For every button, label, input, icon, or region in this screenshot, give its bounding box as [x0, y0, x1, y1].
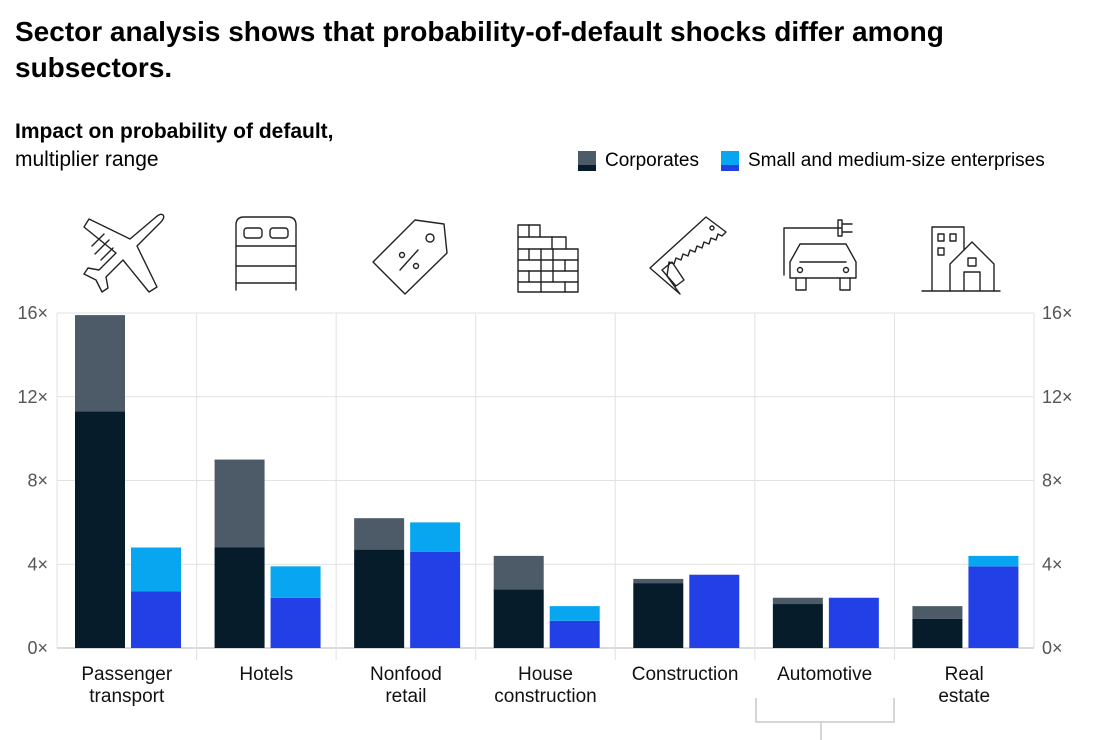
chart-subtitle-unit: multiplier range — [15, 148, 159, 171]
y-tick-label-right: 16× — [1042, 303, 1073, 323]
saw-icon — [649, 216, 727, 295]
legend-label-sme: Small and medium-size enterprises — [748, 150, 1045, 171]
x-category-label: Nonfood retail — [370, 664, 442, 707]
bar-sme-real-estate-range — [968, 555, 1019, 567]
y-tick-label-right: 0× — [1042, 638, 1063, 658]
bars — [75, 315, 1019, 648]
y-tick-label-right: 12× — [1042, 387, 1073, 407]
bar-sme-hotels-low — [270, 597, 321, 648]
y-tick-label-left: 16× — [17, 303, 48, 323]
y-tick-label-left: 0× — [27, 638, 48, 658]
legend-item-sme: Small and medium-size enterprises — [721, 150, 1045, 172]
y-axis-left: 0× 4× 8× 12× 16× — [17, 303, 48, 658]
bar-corporates-nonfood-retail-range — [354, 518, 405, 550]
bar-sme-passenger-transport-low — [131, 591, 181, 648]
bar-corporates-passenger-transport-range — [75, 315, 125, 412]
bar-sme-nonfood-retail-low — [410, 551, 461, 648]
y-tick-label-left: 4× — [27, 554, 48, 574]
bar-corporates-nonfood-retail-low — [354, 549, 405, 648]
x-category-label: Construction — [632, 664, 739, 685]
bar-sme-nonfood-retail-range — [410, 522, 461, 552]
bar-corporates-hotels-low — [214, 547, 265, 648]
bar-sme-automotive-low — [828, 597, 879, 648]
automotive-bracket — [755, 698, 895, 740]
bar-sme-passenger-transport-range — [131, 547, 181, 592]
bed-icon — [235, 216, 297, 291]
y-tick-label-right: 8× — [1042, 471, 1063, 491]
bar-sme-real-estate-low — [968, 566, 1019, 648]
y-axis-right: 0× 4× 8× 12× 16× — [1042, 303, 1073, 658]
x-category-label: Real estate — [938, 664, 990, 707]
legend-label-corporates: Corporates — [605, 150, 699, 171]
bar-sme-hotels-range — [270, 566, 321, 598]
brick-wall-icon — [517, 224, 579, 293]
chart-title: Sector analysis shows that probability-o… — [15, 16, 944, 83]
bar-corporates-house-construction-low — [493, 589, 544, 648]
bar-corporates-hotels-range — [214, 459, 265, 548]
bar-corporates-automotive-low — [772, 604, 823, 648]
bar-sme-house-construction-low — [549, 620, 600, 648]
legend-swatch-corporates — [578, 151, 596, 171]
y-tick-label-left: 8× — [27, 471, 48, 491]
gridlines — [56, 312, 1035, 660]
y-tick-label-right: 4× — [1042, 554, 1063, 574]
y-tick-label-left: 12× — [17, 387, 48, 407]
sector-icons — [83, 213, 1001, 295]
electric-car-icon — [783, 219, 857, 291]
bar-corporates-real-estate-low — [912, 618, 963, 648]
buildings-icon — [921, 226, 1001, 292]
bar-corporates-real-estate-range — [912, 606, 963, 619]
chart-subtitle: Impact on probability of default, — [15, 120, 334, 143]
bar-corporates-construction-range — [633, 578, 684, 584]
x-category-label: House construction — [494, 664, 596, 707]
x-category-label: Passenger transport — [81, 664, 173, 707]
bar-corporates-passenger-transport-low — [75, 411, 125, 648]
x-category-label: Automotive — [777, 664, 872, 685]
price-tag-icon — [372, 219, 448, 295]
x-category-label: Hotels — [239, 664, 293, 685]
bar-sme-house-construction-range — [549, 606, 600, 621]
airplane-icon — [83, 213, 165, 293]
bar-corporates-automotive-range — [772, 597, 823, 605]
bar-corporates-construction-low — [633, 583, 684, 648]
bar-sme-construction-low — [689, 574, 740, 648]
legend-swatch-sme — [721, 151, 739, 171]
category-labels: Passenger transport Hotels Nonfood retail Hou… — [81, 664, 990, 707]
legend-item-corporates: Corporates — [578, 150, 699, 172]
bar-corporates-house-construction-range — [493, 555, 544, 590]
